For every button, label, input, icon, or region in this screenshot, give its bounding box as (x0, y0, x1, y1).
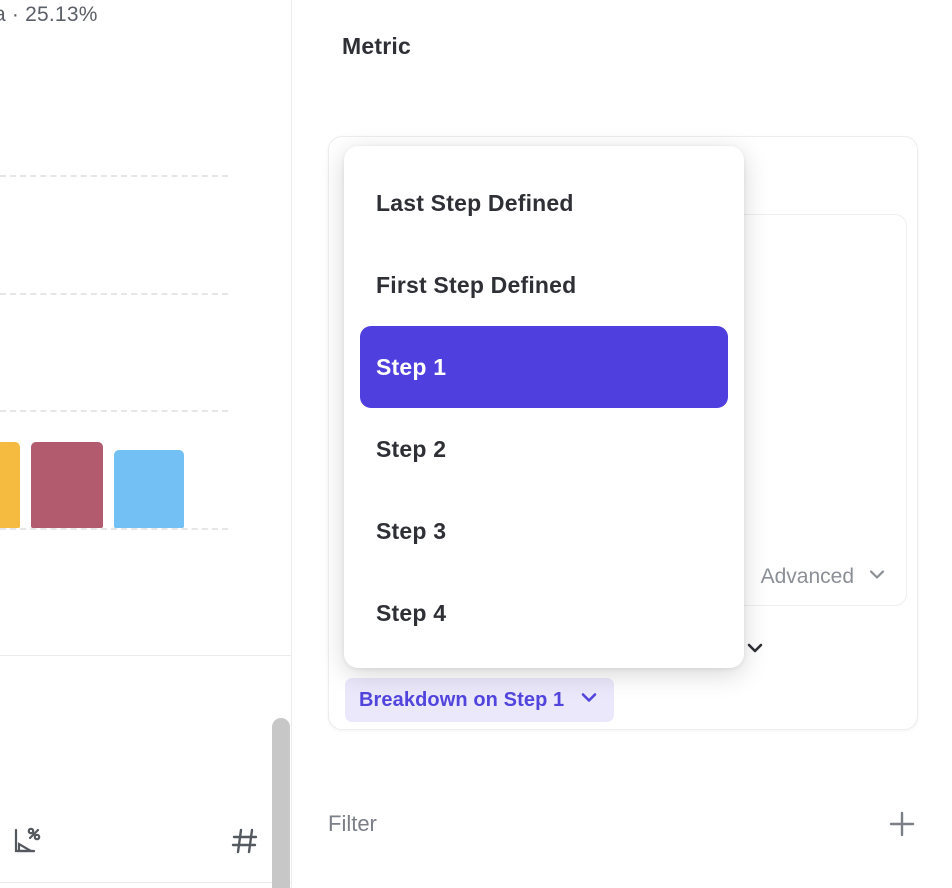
chart-caption: a · 25.13% (0, 3, 98, 26)
menu-item-step-3[interactable]: Step 3 (360, 490, 728, 572)
funnel-percent-icon[interactable] (5, 818, 51, 864)
menu-item-step-4[interactable]: Step 4 (360, 572, 728, 654)
toolbar-divider (0, 882, 291, 883)
chart-toolbar (0, 800, 291, 888)
menu-item-label: Step 3 (376, 517, 447, 544)
menu-item-label: Step 1 (376, 353, 447, 380)
gridline (0, 293, 228, 295)
menu-item-label: Step 4 (376, 599, 447, 626)
menu-item-label: First Step Defined (376, 271, 577, 298)
bar-rose[interactable] (31, 442, 103, 528)
menu-item-last-step-defined[interactable]: Last Step Defined (360, 162, 728, 244)
gridline (0, 410, 228, 412)
menu-item-step-2[interactable]: Step 2 (360, 408, 728, 490)
menu-item-label: Step 2 (376, 435, 447, 462)
page-title: Metric (342, 33, 411, 59)
gridline (0, 175, 228, 177)
menu-item-label: Last Step Defined (376, 189, 574, 216)
menu-item-first-step-defined[interactable]: First Step Defined (360, 244, 728, 326)
bar-blue[interactable] (114, 450, 184, 528)
breakdown-pill-label: Breakdown on Step 1 (359, 688, 565, 711)
filter-label: Filter (328, 811, 377, 836)
chart-panel: a · 25.13% (0, 0, 292, 888)
step-select-dropdown[interactable]: Last Step Defined First Step Defined Ste… (344, 146, 744, 668)
bar-chart (0, 120, 291, 540)
gridline (0, 528, 228, 530)
hash-icon[interactable] (222, 818, 268, 864)
scrollbar-thumb[interactable] (272, 718, 290, 888)
chevron-down-icon (866, 563, 888, 591)
bar-amber[interactable] (0, 442, 20, 528)
menu-item-step-1[interactable]: Step 1 (360, 326, 728, 408)
filter-row: Filter (328, 800, 918, 848)
card-collapse-chevron[interactable] (743, 636, 767, 665)
panel-divider (0, 655, 291, 656)
breakdown-on-step-pill[interactable]: Breakdown on Step 1 (345, 678, 615, 722)
plus-icon[interactable] (886, 808, 918, 840)
advanced-label: Advanced (760, 565, 854, 588)
chevron-down-icon (578, 686, 600, 714)
advanced-dropdown[interactable]: Advanced (761, 563, 888, 591)
